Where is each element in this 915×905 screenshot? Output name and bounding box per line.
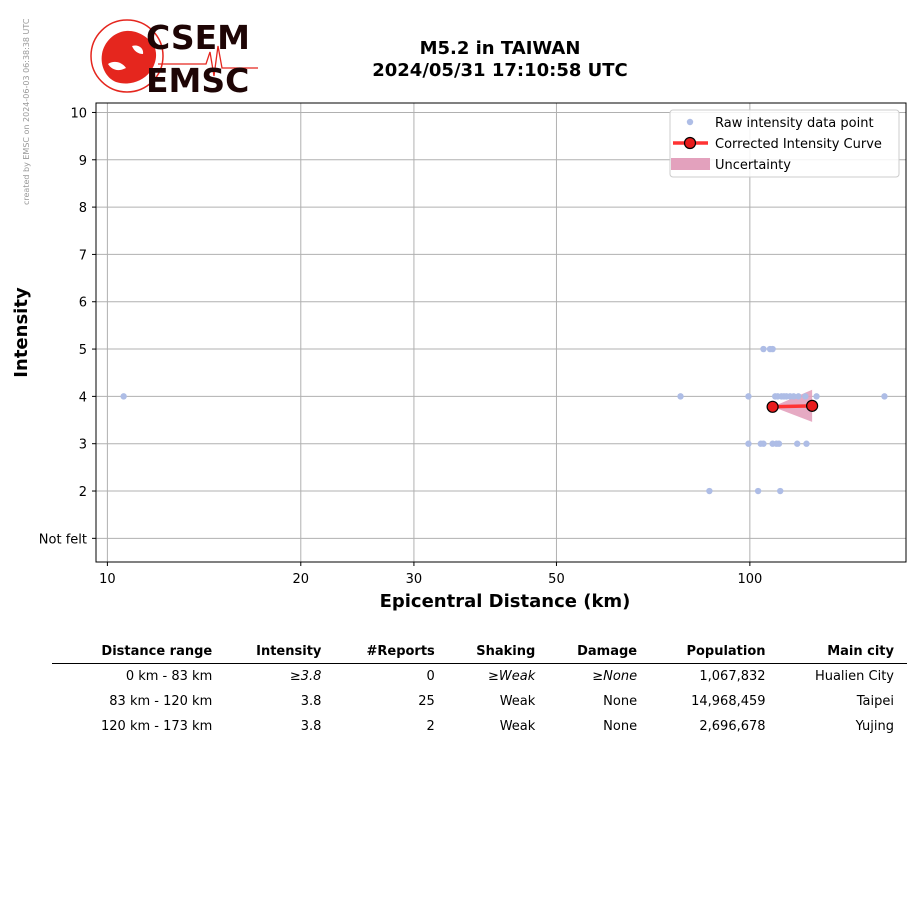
- chart-legend: Raw intensity data point Corrected Intens…: [669, 109, 900, 178]
- title-line-2: 2024/05/31 17:10:58 UTC: [372, 60, 628, 81]
- table-cell: 25: [418, 694, 435, 709]
- table-cell: 3.8: [300, 719, 322, 734]
- intensity-table: Distance range Intensity #Reports Shaking Da…: [52, 640, 907, 739]
- raw-data-point: [803, 440, 810, 447]
- raw-data-point: [795, 393, 802, 400]
- x-tick-label: 50: [548, 572, 565, 587]
- table-header-cell: #Reports: [334, 640, 448, 664]
- table-header-cell: Main city: [778, 640, 907, 664]
- chart-title: M5.2 in TAIWAN 2024/05/31 17:10:58 UTC: [300, 38, 700, 82]
- y-tick-label: 3: [79, 438, 87, 453]
- table-cell: 2,696,678: [699, 719, 766, 734]
- legend-label: Raw intensity data point: [715, 116, 874, 131]
- table-cell: Hualien City: [814, 669, 894, 684]
- y-axis-label: Intensity: [11, 287, 32, 378]
- table-header-cell: Shaking: [447, 640, 549, 664]
- table-cell: None: [603, 719, 638, 734]
- table-cell: Taipei: [856, 694, 894, 709]
- table-header-cell: Intensity: [225, 640, 335, 664]
- y-tick-label: 8: [79, 201, 87, 216]
- y-tick-label: 7: [79, 248, 87, 263]
- legend-box: [669, 109, 900, 178]
- table-body: 0 km - 83 km ≥3.8 0 ≥Weak ≥None 1,067,832 Hual…: [52, 664, 907, 740]
- corrected-curve-marker: [766, 400, 779, 413]
- legend-curve-marker: [683, 136, 697, 150]
- raw-data-point: [790, 393, 797, 400]
- plot-frame: [95, 102, 907, 563]
- table-header-cell: Population: [650, 640, 779, 664]
- y-tick-label: 4: [79, 390, 87, 405]
- table-row: 120 km - 173 km 3.8 2 Weak None 2,696,678 Yuji…: [52, 714, 907, 739]
- raw-data-point: [881, 393, 888, 400]
- table-cell: 2: [426, 719, 435, 734]
- raw-data-point: [775, 440, 783, 447]
- raw-data-point: [754, 487, 762, 495]
- table-cell: 120 km - 173 km: [101, 719, 213, 734]
- raw-data-point: [745, 440, 752, 447]
- table-row: 0 km - 83 km ≥3.8 0 ≥Weak ≥None 1,067,832 Hual…: [52, 664, 907, 690]
- table-cell: 3.8: [300, 694, 322, 709]
- raw-data-point: [760, 440, 767, 447]
- legend-uncertainty-swatch: [671, 158, 710, 170]
- raw-data-point: [760, 345, 767, 353]
- table-cell: Weak: [499, 719, 536, 734]
- raw-data-point: [802, 393, 809, 400]
- table-cell: ≥Weak: [488, 669, 536, 684]
- x-tick-label: 30: [406, 572, 423, 587]
- corrected-curve-line: [772, 404, 813, 409]
- table-header-cell: Distance range: [52, 640, 226, 664]
- legend-label: Corrected Intensity Curve: [715, 137, 882, 152]
- legend-label: Uncertainty: [715, 158, 791, 173]
- table-cell: Yujing: [855, 719, 894, 734]
- svg-text:CSEM: CSEM: [146, 18, 250, 57]
- table-cell: 0: [426, 669, 435, 684]
- raw-data-point: [706, 487, 713, 495]
- x-tick-label: 100: [737, 572, 762, 587]
- raw-data-point: [120, 393, 127, 400]
- table-cell: 83 km - 120 km: [109, 694, 213, 709]
- raw-data-point: [677, 393, 684, 400]
- y-tick-label: 10: [70, 106, 87, 121]
- raw-data-point: [794, 440, 801, 447]
- x-tick-label: 10: [99, 572, 116, 587]
- y-tick-label: 9: [79, 154, 87, 169]
- table-header-row: Distance range Intensity #Reports Shaking Da…: [52, 640, 907, 664]
- y-tick-label: Not felt: [39, 532, 87, 547]
- x-tick-label: 20: [293, 572, 310, 587]
- table-cell: None: [603, 694, 638, 709]
- x-axis-label: Epicentral Distance (km): [380, 591, 631, 612]
- intensity-distance-chart: 10 20 30 50 100 Not felt 2 3 4 5 6 7 8 9 10 Epicentral …: [11, 102, 907, 612]
- title-line-1: M5.2 in TAIWAN: [419, 38, 581, 59]
- csem-emsc-logo: CSEM EMSC: [90, 18, 258, 98]
- raw-data-point: [769, 345, 776, 353]
- y-tick-label: 6: [79, 296, 87, 311]
- table-row: 83 km - 120 km 3.8 25 Weak None 14,968,459 Tai…: [52, 689, 907, 714]
- raw-data-point: [777, 487, 784, 495]
- svg-text:EMSC: EMSC: [146, 61, 249, 98]
- legend-raw-marker: [686, 118, 694, 126]
- y-tick-label: 2: [79, 485, 87, 500]
- table-cell: ≥None: [592, 669, 638, 684]
- table-cell: 1,067,832: [699, 669, 766, 684]
- table-cell: 0 km - 83 km: [125, 669, 213, 684]
- table-cell: 14,968,459: [691, 694, 766, 709]
- corrected-curve-marker: [806, 399, 819, 412]
- table-cell: ≥3.8: [289, 669, 322, 684]
- raw-data-point: [813, 393, 820, 400]
- raw-data-point: [745, 393, 752, 400]
- table-cell: Weak: [499, 694, 536, 709]
- y-tick-label: 5: [79, 343, 87, 358]
- table-header-cell: Damage: [548, 640, 651, 664]
